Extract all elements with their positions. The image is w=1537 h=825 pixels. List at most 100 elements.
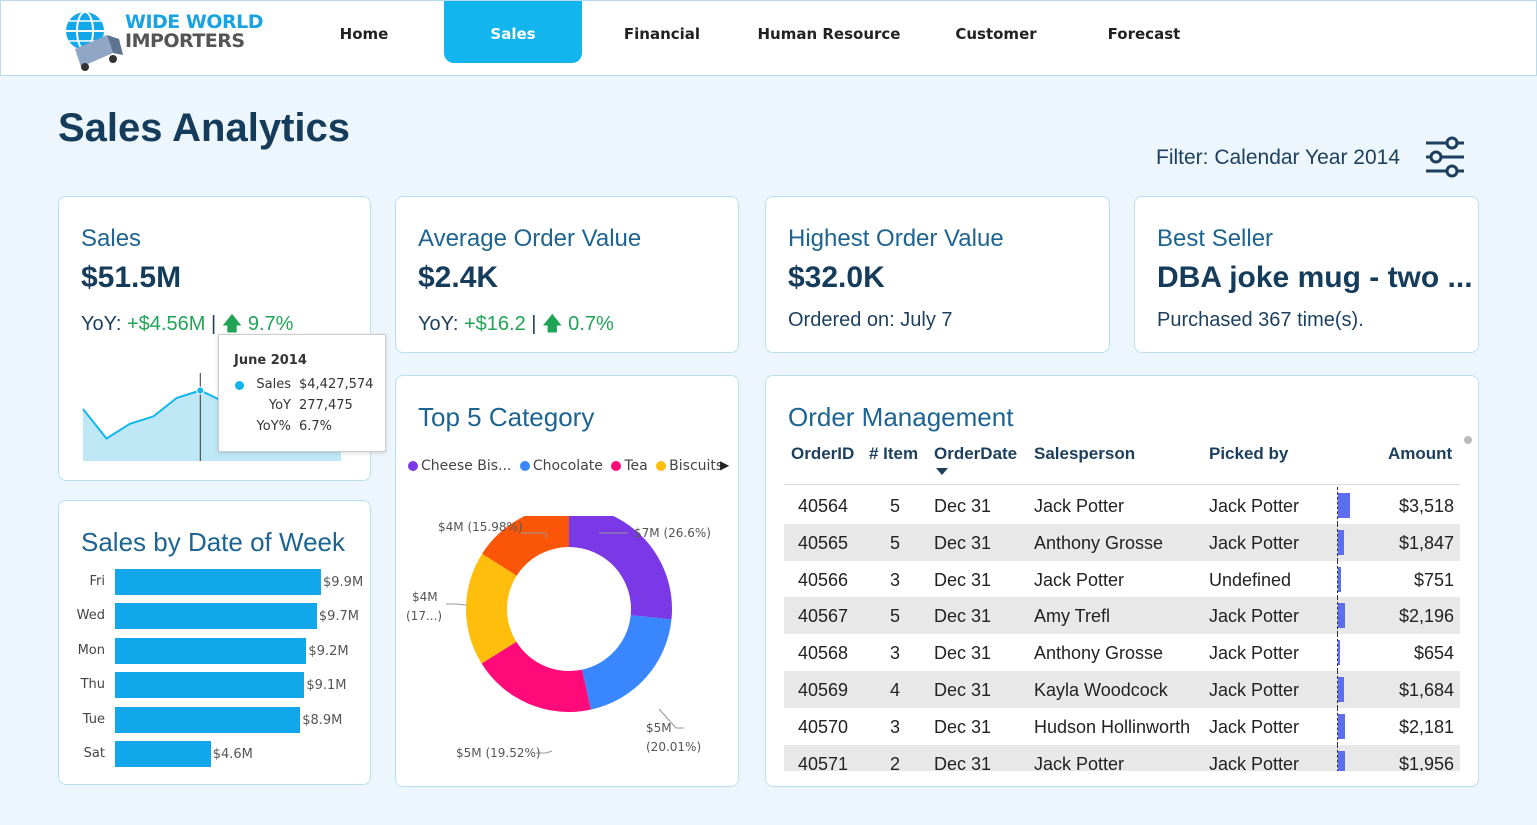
table-row[interactable]: 40571 2 Dec 31 Jack Potter Jack Potter $1,956 [784, 744, 1460, 771]
weekday-bar-row[interactable]: Tue $8.9M [59, 706, 371, 733]
col-orderid[interactable]: OrderID [791, 444, 855, 463]
weekday-bar-row[interactable]: Fri $9.9M [59, 569, 371, 595]
table-row[interactable]: 40564 5 Dec 31 Jack Potter Jack Potter $3,518 [784, 487, 1460, 524]
weekday-bar[interactable] [115, 672, 305, 699]
cell-salesperson: Anthony Grosse [1034, 532, 1164, 553]
weekday-bar[interactable] [115, 706, 301, 733]
cell-items: 5 [890, 496, 901, 516]
nav-sales[interactable]: Sales [444, 1, 582, 63]
cell-salesperson: Jack Potter [1034, 496, 1125, 516]
weekday-bar[interactable] [115, 741, 211, 767]
cell-picked: Jack Potter [1209, 753, 1300, 771]
tooltip-title: June 2014 [234, 353, 307, 368]
cell-picked: Jack Potter [1209, 716, 1300, 737]
table-row[interactable]: 40568 3 Dec 31 Anthony Grosse Jack Potter $65… [784, 634, 1460, 672]
amount-axis [1337, 560, 1338, 598]
filter-sliders-icon[interactable] [1424, 136, 1464, 178]
tooltip-series-dot [235, 381, 244, 390]
amount-axis [1337, 671, 1338, 708]
weekday-bar[interactable] [115, 569, 321, 595]
weekday-label: Tue [82, 711, 105, 727]
amount-databar [1338, 603, 1346, 629]
cell-date: Dec 31 [934, 643, 992, 664]
nav-forecast[interactable]: Forecast [1107, 25, 1181, 43]
cell-picked: Jack Potter [1209, 606, 1300, 627]
cell-items: 4 [890, 680, 901, 700]
legend-label: Cheese Bis... [421, 458, 512, 474]
col-orderdate[interactable]: OrderDate [934, 444, 1018, 463]
table-row[interactable]: 40570 3 Dec 31 Hudson Hollinworth Jack Potte… [784, 707, 1460, 745]
table-row[interactable]: 40567 5 Dec 31 Amy Trefl Jack Potter $2,196 [784, 597, 1460, 635]
weekday-label: Wed [76, 608, 105, 624]
legend-item[interactable]: Chocolate [519, 458, 603, 474]
nav-financial[interactable]: Financial [623, 25, 701, 43]
legend-item[interactable]: Biscuits [656, 458, 723, 474]
legend-dot [611, 461, 622, 471]
cell-date: Dec 31 [934, 753, 992, 771]
legend-dot [408, 461, 418, 471]
weekday-value-label: $4.6M [212, 747, 253, 762]
legend-label: Biscuits [669, 458, 724, 474]
aov-kpi-value: $2.4K [418, 261, 499, 294]
logo-line-2: IMPORTERS [125, 30, 245, 52]
amount-databar [1338, 640, 1341, 666]
yoy-absolute: +$4.56M [126, 313, 206, 335]
cell-items: 2 [890, 753, 901, 771]
legend-label: Chocolate [532, 458, 603, 474]
weekday-label: Thu [80, 677, 105, 693]
cell-items: 5 [890, 606, 901, 627]
weekday-bar[interactable] [115, 603, 317, 630]
table-row[interactable]: 40565 5 Dec 31 Anthony Grosse Jack Potter $1,… [784, 523, 1460, 561]
cell-salesperson: Jack Potter [1034, 753, 1125, 771]
cell-salesperson: Hudson Hollinworth [1034, 716, 1191, 737]
donut-label-biscuits-value: $4M [412, 590, 438, 604]
weekday-bar-row[interactable]: Thu $9.1M [59, 672, 371, 699]
weekday-label: Mon [77, 642, 105, 658]
aov-kpi-title: Average Order Value [418, 225, 642, 252]
donut-slice [481, 641, 591, 712]
yoy-prefix: YoY: [418, 313, 459, 335]
donut-label-biscuits-pct: (17...) [406, 609, 443, 623]
top-category-title: Top 5 Category [418, 402, 595, 432]
weekday-label: Sat [83, 746, 105, 761]
weekday-bar-row[interactable]: Sat $4.6M [59, 741, 371, 767]
donut-label-tea: $5M (19.52%) [456, 746, 541, 760]
donut-label-fifth: $4M (15.98%) [438, 520, 523, 534]
best-kpi-title: Best Seller [1157, 225, 1274, 252]
cell-id: 40571 [798, 753, 849, 771]
table-row[interactable]: 40569 4 Dec 31 Kayla Woodcock Jack Potter $1,… [784, 671, 1460, 708]
amount-databar [1338, 750, 1345, 771]
nav-home[interactable]: Home [339, 25, 389, 43]
col-items[interactable]: # Item [869, 444, 919, 463]
col-salesperson[interactable]: Salesperson [1034, 444, 1136, 463]
weekday-bar[interactable] [115, 637, 307, 664]
donut-leader-line [521, 532, 547, 538]
legend-item[interactable]: Cheese Bis... [408, 458, 511, 474]
orders-table-body: 40564 5 Dec 31 Jack Potter Jack Potter $3,518… [784, 487, 1460, 771]
sort-desc-icon[interactable] [936, 468, 948, 475]
col-amount[interactable]: Amount [1388, 444, 1453, 463]
cell-salesperson: Amy Trefl [1034, 606, 1111, 627]
legend-next-arrow-icon[interactable]: ▶ [720, 458, 730, 472]
weekday-bar-chart: Fri $9.9M Wed $9.7M Mon $9.2M Thu $9.1M Tue $8.9M… [59, 569, 372, 779]
tooltip-key: Sales [256, 377, 291, 392]
table-scrollbar[interactable] [1464, 436, 1472, 444]
header-divider [784, 484, 1460, 485]
category-donut-chart[interactable] [396, 516, 740, 766]
sales-kpi-value: $51.5M [81, 261, 182, 294]
table-row[interactable]: 40566 3 Dec 31 Jack Potter Undefined $751 [784, 560, 1460, 598]
weekday-bar-row[interactable]: Mon $9.2M [59, 637, 371, 664]
nav-human-resource[interactable]: Human Resource [757, 25, 901, 43]
amount-axis [1337, 487, 1338, 524]
sales-kpi-yoy: YoY: +$4.56M | 🡅 9.7% [81, 309, 293, 343]
sales-kpi-title: Sales [81, 225, 142, 252]
col-picked-by[interactable]: Picked by [1209, 444, 1289, 463]
donut-slice [466, 553, 517, 664]
weekday-value-label: $9.1M [306, 678, 347, 694]
weekday-bar-row[interactable]: Wed $9.7M [59, 603, 371, 630]
donut-label-chocolate-pct: (20.01%) [646, 740, 702, 754]
company-logo[interactable] [63, 9, 243, 73]
legend-item[interactable]: Tea [611, 458, 648, 474]
nav-customer[interactable]: Customer [955, 25, 1037, 43]
cell-amount: $1,847 [1398, 532, 1454, 553]
